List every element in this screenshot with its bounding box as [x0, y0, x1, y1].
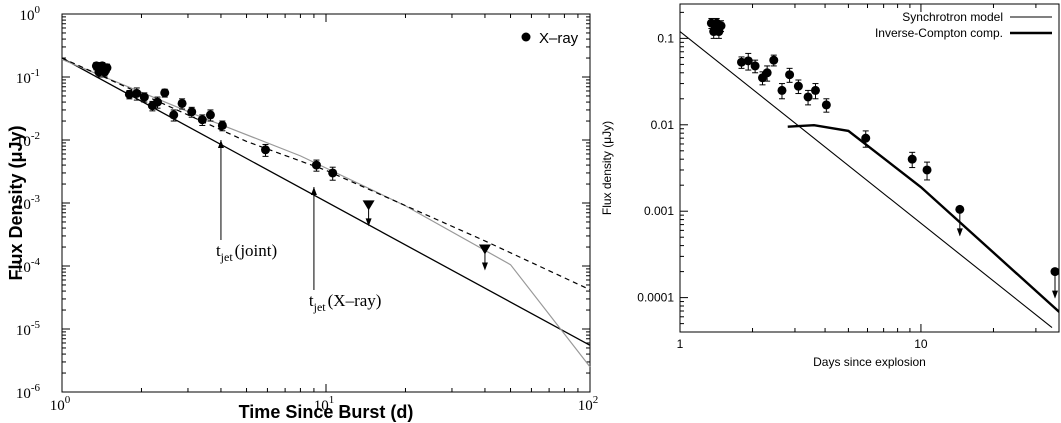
- data-point: [810, 85, 820, 95]
- data-point: [132, 88, 142, 98]
- data-point: [769, 55, 779, 65]
- x-axis-label: Days since explosion: [813, 355, 926, 369]
- data-point: [803, 92, 813, 102]
- jet-label-t: t: [216, 241, 221, 260]
- jet-label-rest: (joint): [235, 241, 278, 260]
- data-point: [160, 88, 170, 98]
- data-point: [737, 57, 747, 67]
- data-point: [750, 61, 760, 71]
- data-point: [217, 120, 227, 130]
- model-line-thin: [680, 31, 1053, 329]
- upper-limit-arrowhead: [481, 262, 488, 271]
- right-chart: 1 10 0.1 0.01 0.001 0.0001 Days since explosio…: [600, 3, 1060, 369]
- data-point: [261, 145, 271, 155]
- legend-marker: [521, 32, 531, 42]
- x-tick-exp: 2: [593, 394, 599, 406]
- jet-break-arrowhead: [217, 140, 224, 148]
- data-point: [152, 97, 162, 107]
- x-tick-base: 10: [578, 398, 593, 414]
- y-tick-exp: -1: [31, 67, 40, 79]
- x-tick-base: 10: [314, 398, 329, 414]
- y-tick-base: 10: [20, 8, 35, 24]
- data-point: [197, 115, 207, 125]
- y-tick-base: 10: [16, 71, 31, 87]
- data-point: [169, 110, 179, 120]
- data-point: [793, 81, 803, 91]
- x-tick-label: 100: [50, 394, 71, 414]
- y-tick-exp: -2: [31, 130, 40, 142]
- jet-label-sub: jet: [313, 300, 327, 314]
- y-tick-exp: -6: [31, 382, 41, 394]
- y-tick-base: 10: [16, 323, 31, 339]
- x-tick-label: 102: [578, 394, 599, 414]
- y-axis-label: Flux density (μJy): [600, 121, 614, 215]
- jet-label-sub: jet: [220, 250, 234, 264]
- y-tick-label: 10-3: [16, 193, 41, 213]
- data-point: [328, 168, 338, 178]
- jet-label-rest: (X–ray): [328, 291, 382, 310]
- data-point: [716, 21, 726, 31]
- x-tick-exp: 1: [329, 394, 335, 406]
- y-tick-label: 0.0001: [637, 291, 674, 305]
- plot-frame: [61, 13, 591, 393]
- legend-label: X–ray: [539, 30, 579, 47]
- data-point: [762, 68, 772, 78]
- data-point: [311, 160, 321, 170]
- x-tick-base: 10: [50, 398, 65, 414]
- y-tick-label: 100: [20, 4, 41, 24]
- data-point: [861, 133, 871, 143]
- model-line-dashed-black: [61, 57, 591, 291]
- y-tick-base: 10: [16, 134, 31, 150]
- left-chart: 100 101 10210010-110-210-310-410-510-6Time…: [6, 4, 598, 422]
- y-tick-label: 10-5: [16, 319, 41, 339]
- data-point: [177, 98, 187, 108]
- jet-break-label: tjet (X–ray): [309, 291, 382, 314]
- x-tick-label: 10: [914, 337, 928, 351]
- y-tick-label: 10-2: [16, 130, 40, 150]
- jet-break-arrowhead: [310, 187, 317, 195]
- y-axis-label: Flux Density (μJy): [6, 125, 26, 280]
- y-tick-exp: 0: [35, 4, 41, 16]
- data-point: [777, 85, 787, 95]
- y-tick-label: 0.1: [657, 31, 674, 45]
- y-tick-label: 0.001: [644, 204, 674, 218]
- jet-label-t: t: [309, 291, 314, 310]
- data-point: [187, 107, 197, 117]
- data-point: [124, 89, 134, 99]
- y-tick-base: 10: [16, 197, 31, 213]
- y-tick-base: 10: [16, 386, 31, 402]
- y-tick-label: 0.01: [651, 118, 675, 132]
- data-point: [139, 92, 149, 102]
- data-point: [205, 110, 215, 120]
- y-tick-exp: -4: [31, 256, 41, 268]
- data-point: [785, 70, 795, 80]
- data-point: [922, 165, 932, 175]
- y-tick-label: 10-4: [16, 256, 41, 276]
- jet-break-label: tjet (joint): [216, 241, 277, 264]
- upper-limit-arrowhead: [1052, 290, 1058, 299]
- y-tick-base: 10: [16, 260, 31, 276]
- y-tick-label: 10-6: [16, 382, 41, 402]
- x-axis-label: Time Since Burst (d): [239, 402, 414, 422]
- x-tick-exp: 0: [65, 394, 71, 406]
- upper-limit-arrowhead: [956, 228, 963, 237]
- data-point: [743, 56, 753, 66]
- y-tick-label: 10-1: [16, 67, 40, 87]
- legend-label-synchrotron: Synchrotron model: [902, 10, 1003, 24]
- x-tick-label: 101: [314, 394, 335, 414]
- data-point: [102, 63, 112, 73]
- legend-label-inverse-compton: Inverse-Compton comp.: [875, 26, 1003, 40]
- y-tick-exp: -3: [31, 193, 41, 205]
- plot-frame: [679, 3, 1060, 333]
- x-tick-label: 1: [677, 337, 684, 351]
- data-point: [821, 100, 831, 110]
- y-tick-exp: -5: [31, 319, 41, 331]
- upper-limit-arrowhead: [365, 218, 372, 227]
- model-line-solid-black: [61, 57, 591, 346]
- model-line-thick: [787, 123, 1059, 314]
- model-line-solid-gray: [61, 58, 591, 368]
- data-point: [907, 154, 917, 164]
